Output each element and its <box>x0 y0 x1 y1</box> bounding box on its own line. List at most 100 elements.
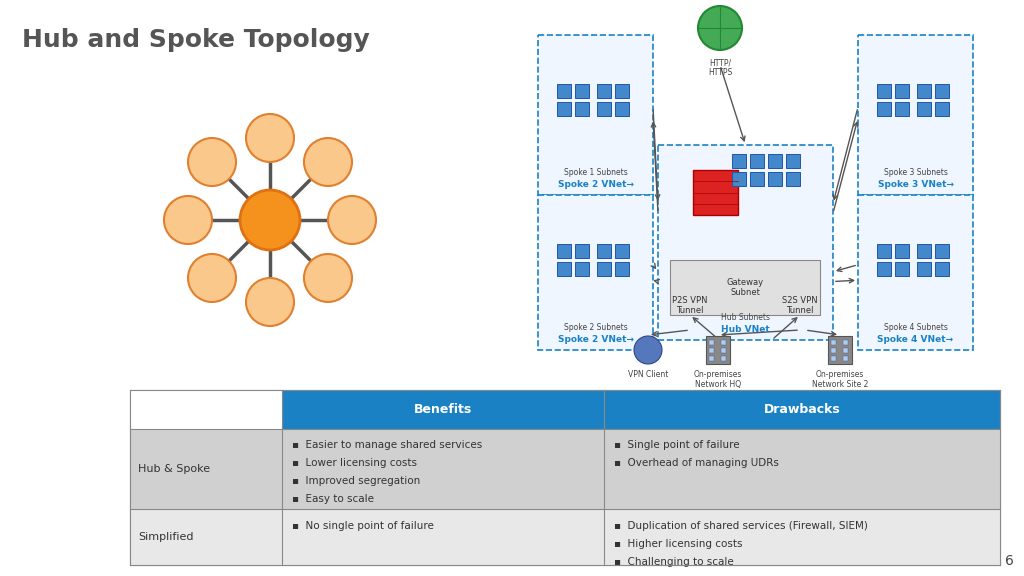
Text: ▪  Easier to manage shared services: ▪ Easier to manage shared services <box>292 441 482 450</box>
Text: ▪  Lower licensing costs: ▪ Lower licensing costs <box>292 458 417 468</box>
FancyBboxPatch shape <box>706 336 730 364</box>
Text: Spoke 1 Subnets: Spoke 1 Subnets <box>563 168 628 177</box>
FancyBboxPatch shape <box>732 172 746 186</box>
FancyBboxPatch shape <box>732 154 746 168</box>
Text: ▪  No single point of failure: ▪ No single point of failure <box>292 521 434 531</box>
FancyBboxPatch shape <box>557 244 571 258</box>
FancyBboxPatch shape <box>557 102 571 116</box>
Circle shape <box>304 138 352 186</box>
Text: Hub Subnets: Hub Subnets <box>721 313 770 322</box>
FancyBboxPatch shape <box>615 262 629 276</box>
Circle shape <box>240 190 300 250</box>
FancyBboxPatch shape <box>935 84 949 98</box>
FancyBboxPatch shape <box>130 390 283 429</box>
Text: ▪  Overhead of managing UDRs: ▪ Overhead of managing UDRs <box>614 458 779 468</box>
Circle shape <box>304 254 352 302</box>
Circle shape <box>164 196 212 244</box>
FancyBboxPatch shape <box>538 35 653 195</box>
Text: Spoke 2 VNet→: Spoke 2 VNet→ <box>557 335 634 344</box>
FancyBboxPatch shape <box>130 429 1000 509</box>
FancyBboxPatch shape <box>895 102 909 116</box>
Text: HTTP/
HTTPS: HTTP/ HTTPS <box>708 58 732 77</box>
FancyBboxPatch shape <box>709 348 714 353</box>
Text: Hub & Spoke: Hub & Spoke <box>138 464 210 473</box>
Text: ▪  Easy to scale: ▪ Easy to scale <box>292 495 374 505</box>
Circle shape <box>188 138 236 186</box>
FancyBboxPatch shape <box>918 102 931 116</box>
Text: ▪  Duplication of shared services (Firewall, SIEM): ▪ Duplication of shared services (Firewa… <box>614 521 868 531</box>
Text: Spoke 4 VNet→: Spoke 4 VNet→ <box>878 335 953 344</box>
FancyBboxPatch shape <box>895 84 909 98</box>
FancyBboxPatch shape <box>130 390 1000 565</box>
Text: Simplified: Simplified <box>138 532 194 542</box>
FancyBboxPatch shape <box>721 340 726 345</box>
FancyBboxPatch shape <box>615 102 629 116</box>
FancyBboxPatch shape <box>935 244 949 258</box>
Text: VPN Client: VPN Client <box>628 370 669 379</box>
Circle shape <box>246 114 294 162</box>
Text: Spoke 2 Subnets: Spoke 2 Subnets <box>563 323 628 332</box>
FancyBboxPatch shape <box>604 390 1000 429</box>
FancyBboxPatch shape <box>575 84 589 98</box>
FancyBboxPatch shape <box>750 154 764 168</box>
FancyBboxPatch shape <box>918 244 931 258</box>
FancyBboxPatch shape <box>858 195 973 350</box>
Text: Spoke 3 Subnets: Spoke 3 Subnets <box>884 168 947 177</box>
FancyBboxPatch shape <box>658 145 833 340</box>
Text: Drawbacks: Drawbacks <box>764 403 841 416</box>
FancyBboxPatch shape <box>935 102 949 116</box>
FancyBboxPatch shape <box>575 262 589 276</box>
FancyBboxPatch shape <box>575 244 589 258</box>
FancyBboxPatch shape <box>615 244 629 258</box>
FancyBboxPatch shape <box>895 262 909 276</box>
FancyBboxPatch shape <box>918 262 931 276</box>
Text: On-premises
Network Site 2: On-premises Network Site 2 <box>812 370 868 389</box>
FancyBboxPatch shape <box>877 84 891 98</box>
FancyBboxPatch shape <box>768 172 782 186</box>
FancyBboxPatch shape <box>843 356 848 361</box>
Text: P2S VPN
Tunnel: P2S VPN Tunnel <box>672 295 708 315</box>
FancyBboxPatch shape <box>693 170 738 215</box>
FancyBboxPatch shape <box>557 84 571 98</box>
FancyBboxPatch shape <box>768 154 782 168</box>
FancyBboxPatch shape <box>831 356 836 361</box>
Text: Hub VNet: Hub VNet <box>721 325 770 334</box>
Text: Spoke 4 Subnets: Spoke 4 Subnets <box>884 323 947 332</box>
Text: ▪  Single point of failure: ▪ Single point of failure <box>614 441 739 450</box>
Text: Spoke 2 VNet→: Spoke 2 VNet→ <box>557 180 634 189</box>
FancyBboxPatch shape <box>786 154 800 168</box>
Text: S2S VPN
Tunnel: S2S VPN Tunnel <box>782 295 818 315</box>
FancyBboxPatch shape <box>831 340 836 345</box>
FancyBboxPatch shape <box>858 35 973 195</box>
Circle shape <box>188 254 236 302</box>
Text: Gateway
Subnet: Gateway Subnet <box>726 278 764 297</box>
FancyBboxPatch shape <box>597 244 611 258</box>
Text: 6: 6 <box>1006 554 1014 568</box>
FancyBboxPatch shape <box>615 84 629 98</box>
Circle shape <box>634 336 662 364</box>
Circle shape <box>328 196 376 244</box>
FancyBboxPatch shape <box>709 340 714 345</box>
FancyBboxPatch shape <box>557 262 571 276</box>
FancyBboxPatch shape <box>597 84 611 98</box>
FancyBboxPatch shape <box>877 102 891 116</box>
FancyBboxPatch shape <box>935 262 949 276</box>
Text: Hub and Spoke Topology: Hub and Spoke Topology <box>22 28 370 52</box>
FancyBboxPatch shape <box>831 348 836 353</box>
FancyBboxPatch shape <box>918 84 931 98</box>
Text: Benefits: Benefits <box>414 403 472 416</box>
FancyBboxPatch shape <box>575 102 589 116</box>
FancyBboxPatch shape <box>843 348 848 353</box>
Text: On-premises
Network HQ: On-premises Network HQ <box>694 370 742 389</box>
Text: ▪  Improved segregation: ▪ Improved segregation <box>292 476 421 487</box>
Text: ▪  Higher licensing costs: ▪ Higher licensing costs <box>614 539 742 549</box>
FancyBboxPatch shape <box>709 356 714 361</box>
FancyBboxPatch shape <box>828 336 852 364</box>
FancyBboxPatch shape <box>597 102 611 116</box>
FancyBboxPatch shape <box>597 262 611 276</box>
FancyBboxPatch shape <box>877 244 891 258</box>
FancyBboxPatch shape <box>721 356 726 361</box>
FancyBboxPatch shape <box>843 340 848 345</box>
FancyBboxPatch shape <box>670 260 820 315</box>
FancyBboxPatch shape <box>130 509 1000 565</box>
